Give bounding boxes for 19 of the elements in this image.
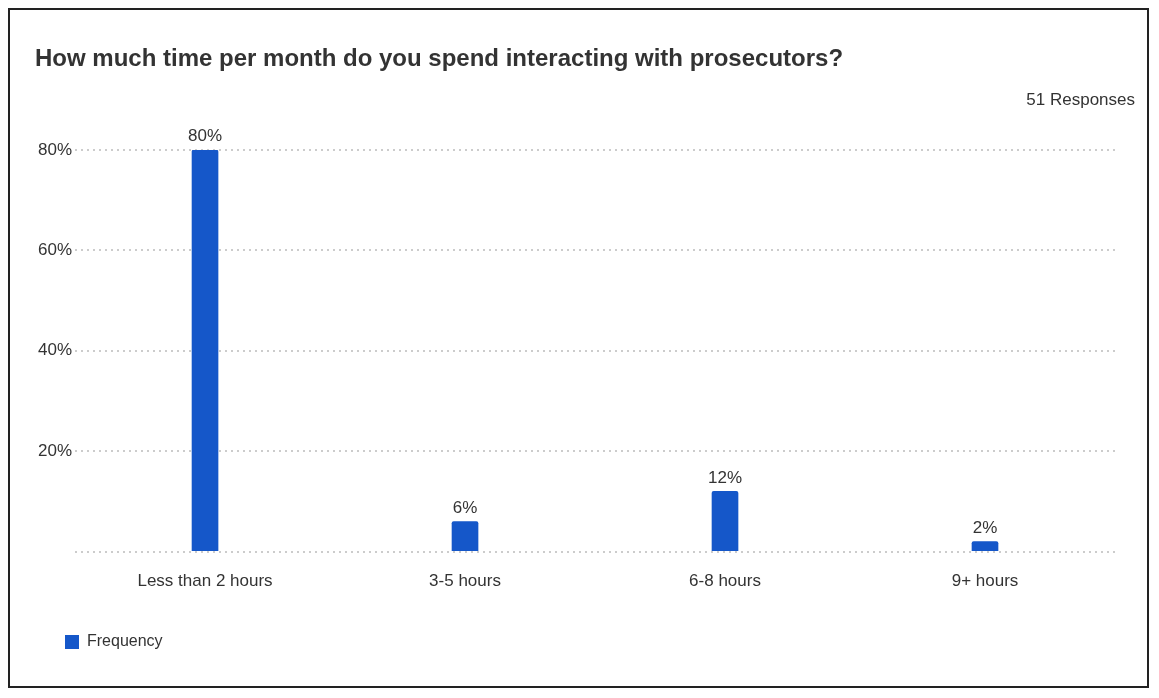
x-tick-label: 3-5 hours [429,571,501,591]
x-tick-label: 6-8 hours [689,571,761,591]
text: 12% [707,467,743,487]
x-tick-label: Less than 2 hours [137,571,273,591]
x-tick-label: 9+ hours [951,571,1019,591]
legend-label: Frequency [87,632,163,650]
bar [971,541,999,551]
y-tick-label: 80% [37,139,73,159]
y-tick-label: 40% [37,340,73,360]
bar [711,491,739,551]
text: 2% [972,517,998,537]
chart-title: How much time per month do you spend interacting with prosecutors? [35,44,844,72]
y-tick-label: 20% [37,440,73,460]
y-tick-label: 60% [37,240,73,260]
chart-subtitle: 51 Responses [1026,90,1135,110]
text: 80% [188,126,223,146]
bar [451,521,479,551]
bar [191,150,219,551]
text: 6% [452,497,478,517]
